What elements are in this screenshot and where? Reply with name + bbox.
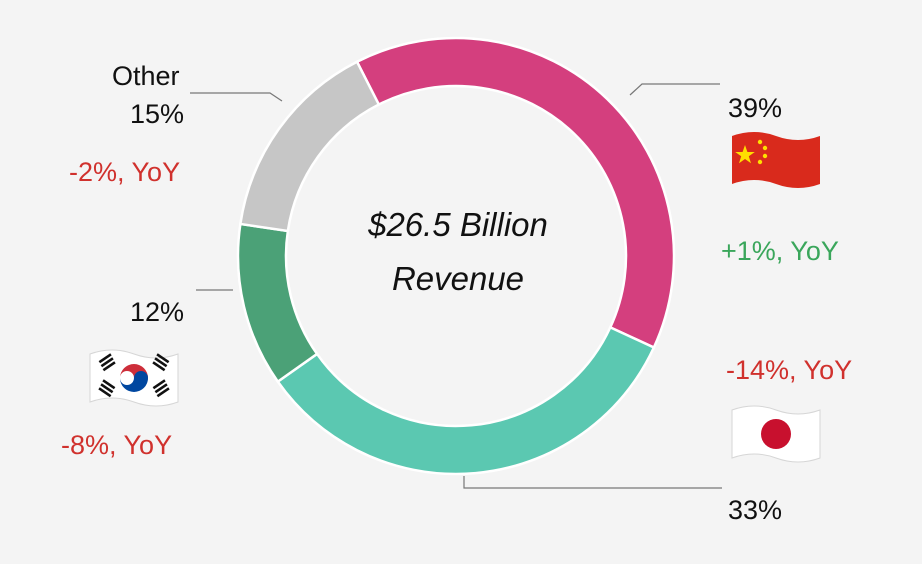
japan-flag-icon [731,405,821,463]
south-korea-yoy-label: -8%, YoY [61,430,173,460]
japan-percent-label: 33% [728,495,783,525]
japan-yoy-label: -14%, YoY [726,355,853,385]
center-title: $26.5 Billion [368,206,548,243]
donut-slice-japan [276,325,656,476]
center-subtitle: Revenue [391,260,525,297]
donut-slice-china [355,36,676,350]
leader-line-other [190,92,283,102]
china-percent-label: 39% [728,93,783,123]
china-yoy-label: +1%, YoY [721,236,839,266]
south-korea-flag-icon [89,349,179,407]
donut-slice-south-korea [236,222,319,384]
south-korea-percent-label: 12% [130,297,185,327]
other-name-label: Other [112,61,180,91]
china-flag-icon [732,132,820,188]
leader-line-china [629,83,720,96]
other-percent-label: 15% [130,99,185,129]
leader-line-japan [463,476,722,489]
donut-slice-other [238,60,381,233]
other-yoy-label: -2%, YoY [69,157,181,187]
